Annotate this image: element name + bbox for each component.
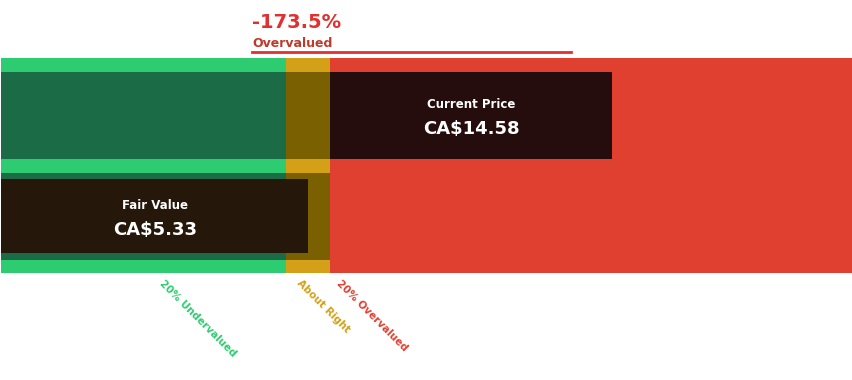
Bar (2, 173, 286, 260)
Bar (2, 260, 286, 273)
Bar (330, 260, 850, 273)
Bar (2, 179, 308, 253)
Text: About Right: About Right (295, 278, 351, 335)
Bar (2, 72, 286, 159)
Text: CA$14.58: CA$14.58 (423, 120, 519, 138)
Bar (286, 59, 330, 72)
Bar (330, 173, 850, 260)
Text: Current Price: Current Price (427, 98, 515, 111)
Bar (330, 159, 850, 173)
Text: CA$5.33: CA$5.33 (112, 220, 197, 239)
Text: Overvalued: Overvalued (252, 37, 332, 51)
Text: Fair Value: Fair Value (122, 199, 187, 212)
Bar (286, 72, 330, 159)
Bar (330, 59, 850, 72)
Text: 20% Undervalued: 20% Undervalued (158, 278, 239, 359)
Bar (611, 72, 850, 159)
Bar (286, 173, 330, 260)
Bar (330, 72, 611, 159)
Bar (286, 159, 330, 173)
Text: 20% Overvalued: 20% Overvalued (334, 278, 409, 353)
Bar (286, 260, 330, 273)
Bar (2, 159, 286, 173)
Text: -173.5%: -173.5% (252, 13, 341, 32)
Bar (2, 59, 286, 72)
